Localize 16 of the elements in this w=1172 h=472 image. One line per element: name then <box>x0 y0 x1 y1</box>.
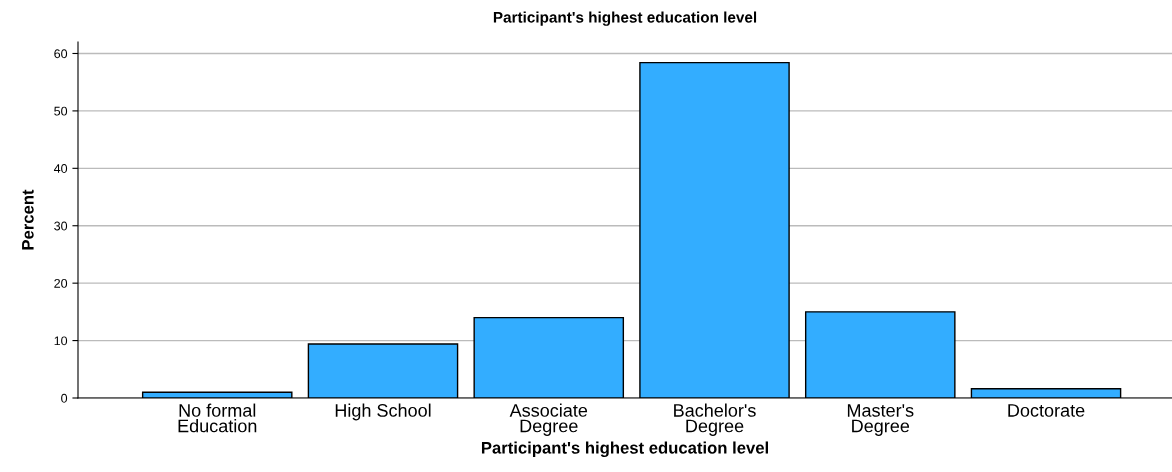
x-tick-label: High School <box>335 403 431 421</box>
x-tick-label: No formal Education <box>178 403 257 433</box>
y-tick-label: 60 <box>54 49 68 59</box>
y-tick-label: 50 <box>54 106 68 116</box>
x-axis-title: Participant's highest education level <box>481 441 768 458</box>
y-axis-title: Percent <box>22 189 34 250</box>
y-tick-label: 40 <box>53 164 68 173</box>
y-tick-label: 10 <box>54 336 68 346</box>
x-tick-label: Bachelor's Degree <box>674 403 756 436</box>
y-tick-label: 20 <box>54 278 68 288</box>
y-tick-label: 30 <box>54 221 68 231</box>
y-tick-label: 0 <box>61 393 68 403</box>
x-tick-label: Master's Degree <box>847 404 914 436</box>
chart-title: Participant's highest education level <box>493 11 757 26</box>
x-tick-label: Associate Degree <box>509 403 588 436</box>
x-tick-label: Doctorate <box>1008 404 1085 417</box>
